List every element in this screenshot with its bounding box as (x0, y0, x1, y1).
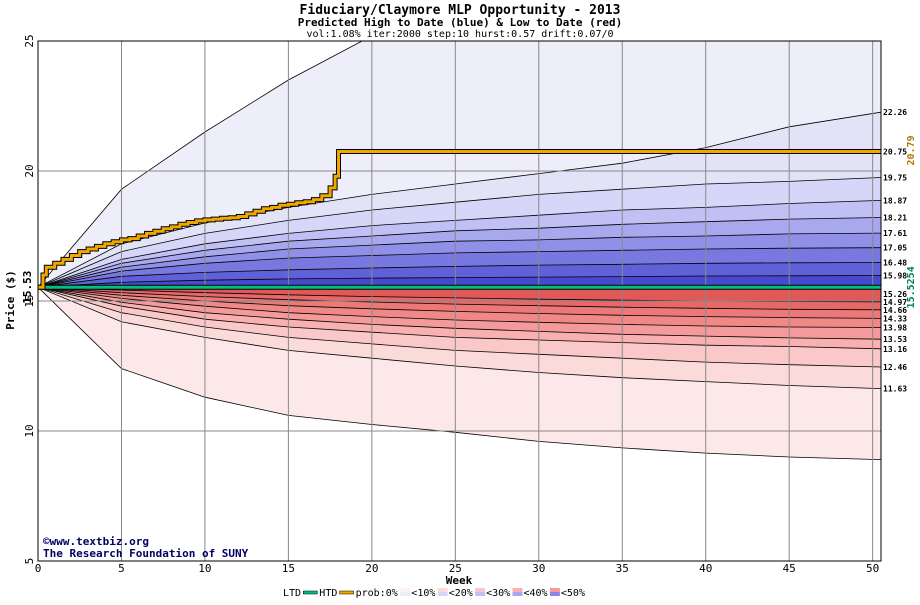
blue-quantile-line-0 (38, 41, 363, 288)
y-tick-label-0: 5 (23, 558, 36, 565)
y-axis-label: Price ($) (4, 270, 17, 330)
legend-band-red-swatch-3 (512, 588, 523, 592)
red-band-8 (38, 287, 881, 310)
x-tick-label-4: 20 (365, 562, 378, 575)
plot-area: 0 5 10 15 20 25 30 35 40 45 5051015202515.5322.262… (21, 34, 917, 575)
x-tick-label-9: 45 (783, 562, 796, 575)
legend-band-label-1: <20% (449, 588, 473, 599)
legend-band-blue-swatch-3 (512, 592, 523, 596)
y-tick-label-4: 25 (23, 34, 36, 47)
x-tick-label-10: 50 (866, 562, 879, 575)
right-value-label-15: 13.16 (883, 345, 907, 354)
x-tick-label-7: 35 (616, 562, 629, 575)
legend-band-red-swatch-4 (549, 588, 560, 592)
right-value-label-12: 14.33 (883, 314, 907, 323)
right-value-label-11: 14.66 (883, 306, 907, 315)
legend-ltd-swatch (303, 590, 318, 595)
x-tick-label-8: 40 (699, 562, 712, 575)
blue-band-6 (38, 233, 881, 288)
red-band-1 (38, 287, 881, 460)
right-value-label-2: 19.75 (883, 174, 907, 183)
red-band-5 (38, 287, 881, 340)
legend-band-blue-swatch-2 (475, 592, 486, 596)
blue-band-5 (38, 217, 881, 288)
htd-end-label: 20.79 (906, 135, 917, 165)
legend-band-blue-swatch-0 (400, 592, 411, 596)
red-band-core (38, 287, 881, 302)
red-band-3 (38, 287, 881, 367)
legend-prob-label: prob:0% (356, 588, 398, 599)
blue-band-8 (38, 262, 881, 288)
ltd-end-label: 15.5254 (906, 266, 917, 308)
plot-frame (37, 40, 882, 562)
legend-ltd-label: LTD (283, 588, 301, 599)
plot-clipped (38, 41, 881, 561)
chart-params: vol:1.08% iter:2000 step:10 hurst:0.57 d… (306, 29, 613, 40)
right-value-label-9: 15.26 (883, 290, 907, 299)
legend-band-label-3: <40% (524, 588, 548, 599)
y-tick-label-3: 20 (23, 164, 36, 177)
red-band-2 (38, 287, 881, 389)
right-value-label-14: 13.53 (883, 335, 907, 344)
x-tick-label-1: 5 (118, 562, 125, 575)
right-value-label-13: 13.98 (883, 324, 907, 333)
watermark-site: ©www.textbiz.org (43, 535, 149, 548)
legend: LTD HTD prob:0% <10% <20% <30% <40% <50% (283, 588, 585, 599)
chart-subtitle: Predicted High to Date (blue) & Low to D… (298, 16, 623, 29)
x-tick-label-0: 0 (35, 562, 42, 575)
right-value-label-4: 18.21 (883, 214, 907, 223)
blue-band-4 (38, 200, 881, 288)
right-value-label-8: 15.98 (883, 272, 907, 281)
legend-band-blue-swatch-4 (549, 592, 560, 596)
right-value-label-5: 17.61 (883, 229, 907, 238)
legend-band-red-swatch-2 (475, 588, 486, 592)
red-band-7 (38, 287, 881, 319)
legend-band-label-0: <10% (411, 588, 435, 599)
right-value-label-1: 20.75 (883, 148, 907, 157)
right-value-label-7: 16.48 (883, 259, 907, 268)
watermark-org: The Research Foundation of SUNY (43, 547, 249, 560)
y-tick-label-1: 10 (23, 424, 36, 437)
legend-band-red-swatch-1 (437, 588, 448, 592)
x-tick-label-5: 25 (449, 562, 462, 575)
right-value-label-0: 22.26 (883, 108, 907, 117)
red-band-4 (38, 287, 881, 349)
htd-line (38, 150, 881, 289)
legend-band-label-2: <30% (486, 588, 510, 599)
x-tick-label-6: 30 (532, 562, 545, 575)
legend-band-blue-swatch-1 (437, 592, 448, 596)
x-axis-label: Week (446, 574, 473, 587)
start-price-label: 15.53 (21, 271, 34, 304)
blue-band-7 (38, 247, 881, 288)
red-band-6 (38, 287, 881, 328)
blue-band-2 (38, 112, 881, 288)
y-tick-label-2: 15 (23, 294, 36, 307)
right-value-label-10: 14.97 (883, 298, 907, 307)
x-tick-label-2: 10 (198, 562, 211, 575)
legend-band-label-4: <50% (561, 588, 585, 599)
right-value-label-6: 17.05 (883, 244, 907, 253)
legend-htd-swatch (339, 590, 354, 595)
chart-title: Fiduciary/Claymore MLP Opportunity - 201… (300, 3, 621, 18)
blue-band-1 (38, 41, 881, 288)
blue-band-3 (38, 177, 881, 288)
legend-htd-label: HTD (319, 588, 337, 599)
right-value-label-3: 18.87 (883, 196, 907, 205)
legend-band-red-swatch-0 (400, 588, 411, 592)
x-tick-label-3: 15 (282, 562, 295, 575)
right-value-label-16: 12.46 (883, 363, 907, 372)
blue-band-core (38, 275, 881, 288)
right-value-label-17: 11.63 (883, 385, 907, 394)
